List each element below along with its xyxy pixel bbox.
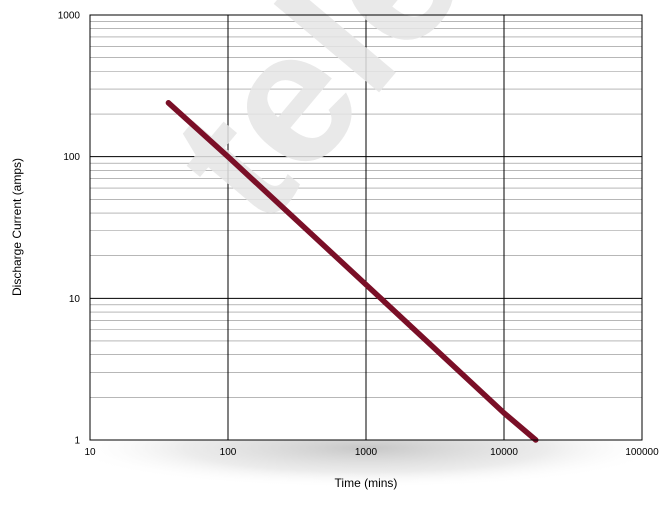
major-grid	[90, 15, 642, 440]
x-tick-labels: 10 100 1000 10000 100000	[84, 447, 659, 458]
y-tick-label: 10	[69, 294, 81, 305]
x-axis-title: Time (mins)	[335, 476, 398, 490]
x-tick-label: 10000	[490, 447, 518, 458]
series-layer	[165, 100, 539, 443]
y-tick-label: 100	[63, 152, 80, 163]
y-tick-labels: 1 10 100 1000	[58, 11, 81, 447]
y-tick-label: 1000	[58, 11, 81, 22]
x-tick-label: 100	[220, 447, 237, 458]
plot-frame	[89, 14, 643, 441]
x-tick-label: 1000	[355, 447, 378, 458]
x-tick-label: 10	[84, 447, 96, 458]
y-axis-title: Discharge Current (amps)	[10, 158, 24, 296]
x-tick-label: 100000	[625, 447, 659, 458]
series-line	[165, 100, 539, 443]
y-tick-label: 1	[74, 436, 80, 447]
